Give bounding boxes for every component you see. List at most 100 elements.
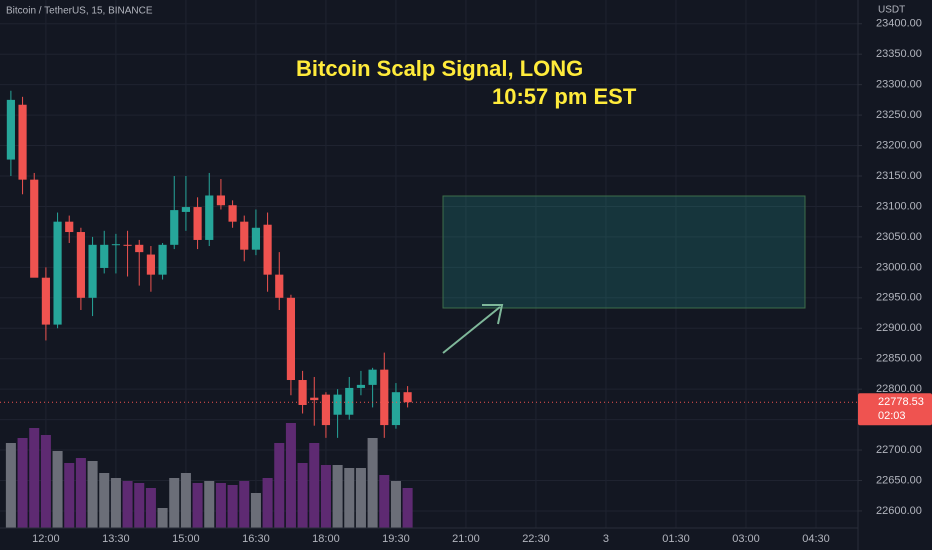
candle-body (228, 205, 237, 222)
arrow-head (482, 304, 504, 325)
x-tick-label: 16:30 (242, 533, 270, 545)
price-label: 22778.53 (878, 396, 924, 408)
volume-bar (40, 435, 51, 528)
candle-body (216, 195, 226, 206)
candle-body (65, 221, 74, 233)
volume-bar (110, 478, 121, 528)
y-tick-label: 23400.00 (876, 18, 922, 30)
volume-bar (87, 461, 98, 528)
x-tick-label: 19:30 (382, 533, 410, 545)
x-tick-label: 3 (603, 533, 609, 545)
volume-bar (169, 478, 180, 528)
y-tick-label: 22950.00 (876, 292, 922, 304)
candle-body (251, 227, 261, 250)
arrow (442, 306, 501, 354)
marks (5, 90, 413, 528)
candle-body (53, 221, 62, 325)
candle-body (135, 244, 144, 253)
x-tick-label: 22:30 (522, 533, 550, 545)
volume-bar (29, 428, 40, 528)
volume-bar (390, 481, 401, 528)
candle-body (123, 244, 132, 246)
volume-bar (262, 478, 273, 528)
candle-body (30, 179, 39, 278)
currency: USDT (878, 5, 905, 16)
annotation: Bitcoin Scalp Signal, LONG (296, 56, 583, 81)
candle-body (240, 221, 249, 250)
volume-bar (99, 473, 110, 528)
y-tick-label: 23250.00 (876, 109, 922, 121)
candle-body (88, 244, 97, 298)
volume-bar (204, 481, 215, 528)
volume-bar (297, 463, 308, 528)
price-label-bg (858, 393, 932, 426)
candle-body (333, 394, 342, 415)
volume-bar (227, 485, 238, 528)
candle-body (193, 207, 202, 240)
candle-body (356, 384, 366, 388)
volume-bar (402, 488, 413, 528)
countdown: 02:03 (878, 410, 906, 422)
volume-bar (134, 483, 145, 528)
volume-bar (52, 451, 63, 528)
candle-body (41, 277, 50, 325)
y-tick-label: 22600.00 (876, 505, 922, 517)
candle-body (111, 244, 120, 246)
candle-body (298, 380, 307, 405)
annotation: 10:57 pm EST (492, 84, 637, 109)
candle-body (170, 210, 179, 245)
volume-bar (355, 468, 366, 528)
y-tick-label: 22850.00 (876, 353, 922, 365)
x-tick-label: 01:30 (662, 533, 690, 545)
volume-bar (274, 443, 285, 528)
candle-body (380, 369, 389, 426)
volume-bar (309, 443, 320, 528)
candle-body (100, 244, 109, 268)
x-tick-label: 12:00 (32, 533, 60, 545)
volume-bar (239, 481, 250, 528)
volume-bar (250, 493, 261, 528)
volume-bar (75, 458, 86, 528)
volume-bar (145, 488, 156, 528)
candle-body (275, 274, 284, 298)
y-tick-label: 22700.00 (876, 444, 922, 456)
candle-body (391, 392, 401, 426)
candle-body (286, 297, 296, 381)
volume-bar (367, 438, 378, 528)
candle-body (181, 207, 190, 212)
volume-bar (157, 508, 168, 528)
candle-body (158, 244, 167, 275)
candle-body (146, 254, 155, 275)
candle-body (205, 195, 214, 240)
volume-bar (379, 475, 390, 528)
volume-bar (122, 481, 133, 528)
y-tick-label: 23200.00 (876, 139, 922, 151)
x-tick-label: 03:00 (732, 533, 760, 545)
volume-bar (285, 423, 296, 528)
volume-bar (344, 468, 355, 528)
candle-body (403, 392, 412, 403)
volume-bar (64, 463, 75, 528)
candle-body (368, 369, 377, 385)
y-tick-label: 23350.00 (876, 48, 922, 60)
y-tick-label: 23150.00 (876, 170, 922, 182)
volume-bar (320, 465, 331, 528)
x-tick-label: 13:30 (102, 533, 130, 545)
y-tick-label: 22800.00 (876, 383, 922, 395)
y-tick-label: 22650.00 (876, 474, 922, 486)
candle-body (6, 99, 15, 160)
candle-body (263, 224, 272, 275)
y-tick-label: 23300.00 (876, 79, 922, 91)
candle-body (321, 394, 331, 426)
y-tick-label: 22900.00 (876, 322, 922, 334)
candle-body (76, 232, 85, 298)
volume-bar (332, 465, 343, 528)
volume-bar (17, 438, 28, 528)
candle-body (345, 387, 354, 415)
volume-bar (180, 473, 191, 528)
y-tick-label: 23050.00 (876, 231, 922, 243)
x-tick-label: 18:00 (312, 533, 340, 545)
chart-title: Bitcoin / TetherUS, 15, BINANCE (6, 6, 153, 17)
volume-bar (215, 483, 226, 528)
